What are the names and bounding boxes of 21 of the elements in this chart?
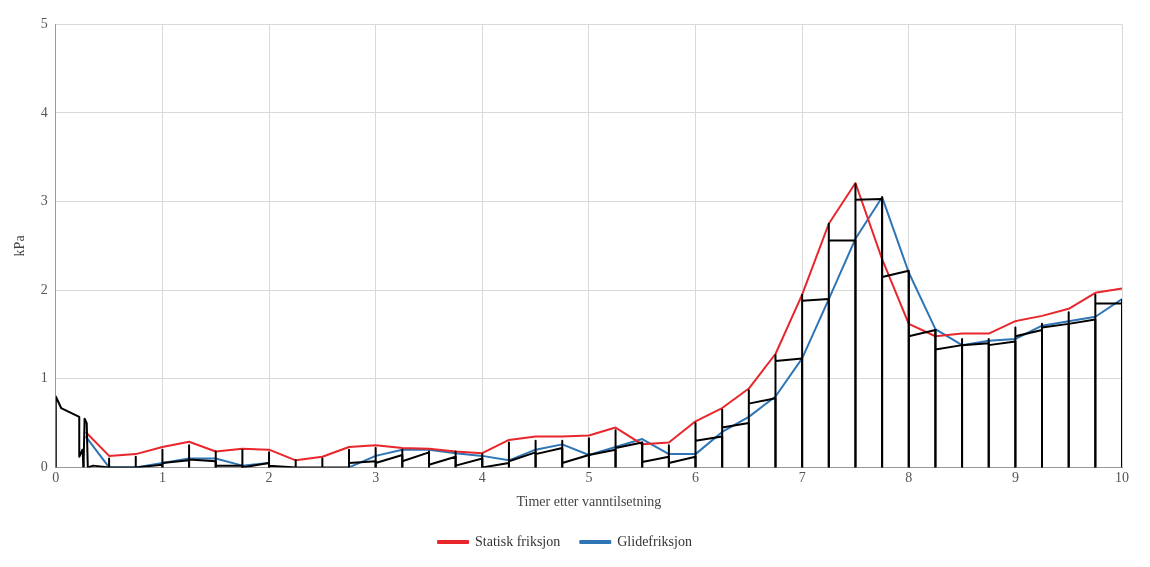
x-tick-label: 5	[585, 470, 593, 486]
y-tick-label: 1	[40, 370, 48, 386]
legend-label: Statisk friksjon	[475, 533, 561, 549]
y-tick-label: 5	[40, 16, 48, 32]
x-tick-label: 7	[798, 470, 806, 486]
y-tick-label: 0	[40, 459, 48, 475]
x-tick-label: 1	[158, 470, 166, 486]
legend-label: Glidefriksjon	[617, 533, 692, 549]
x-tick-label: 3	[372, 470, 380, 486]
y-tick-label: 4	[40, 104, 48, 120]
y-tick-label: 2	[40, 281, 48, 297]
x-tick-label: 10	[1115, 470, 1129, 486]
x-tick-label: 2	[265, 470, 273, 486]
x-tick-label: 0	[52, 470, 60, 486]
x-tick-label: 4	[478, 470, 486, 486]
x-tick-label: 6	[692, 470, 700, 486]
y-tick-label: 3	[40, 193, 48, 209]
y-axis-title: kPa	[12, 234, 28, 257]
x-tick-label: 8	[905, 470, 913, 486]
x-tick-label: 9	[1011, 470, 1019, 486]
x-axis-title: Timer etter vanntilsetning	[516, 494, 662, 510]
